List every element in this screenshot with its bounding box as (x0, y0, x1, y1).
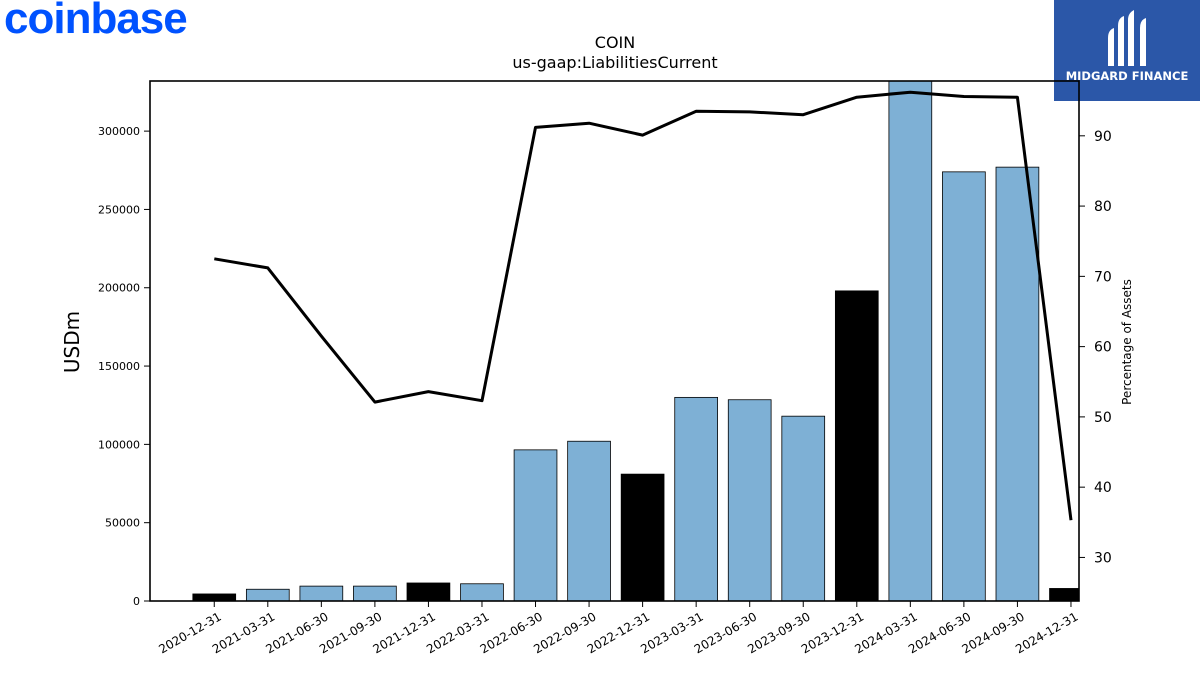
coinbase-logo: coinbase (4, 0, 188, 44)
x-tick-label: 2021-03-31 (210, 609, 277, 656)
bar (727, 399, 772, 601)
x-tick-label: 2023-12-31 (799, 609, 866, 656)
x-tick-label: 2022-03-31 (424, 609, 491, 656)
y-tick-label: 150000 (98, 360, 140, 373)
bar (942, 171, 986, 601)
bar (781, 415, 826, 601)
y-tick-label: 50000 (105, 517, 140, 530)
bar (995, 166, 1040, 601)
y-tick-label: 100000 (98, 438, 140, 451)
y-tick-label: 0 (133, 595, 140, 608)
bar (192, 593, 237, 601)
x-tick-label: 2023-03-31 (638, 609, 705, 656)
x-tick-label: 2024-06-30 (906, 609, 973, 656)
bar (1049, 588, 1079, 601)
bar (834, 290, 879, 601)
x-tick-label: 2022-09-30 (531, 609, 598, 656)
x-tick-label: 2022-06-30 (478, 609, 545, 656)
midgard-emblem-icon (1108, 10, 1146, 66)
bar (299, 585, 344, 601)
bar (353, 585, 397, 601)
y2-tick-label: 80 (1094, 199, 1112, 215)
bar (620, 473, 665, 601)
chart-subtitle: us-gaap:LiabilitiesCurrent (512, 53, 717, 72)
plot-frame (149, 80, 1080, 602)
bar (674, 396, 718, 601)
y-tick-label: 200000 (98, 282, 140, 295)
percentage-line (214, 90, 1073, 521)
bar (406, 582, 451, 601)
x-tick-label: 2024-03-31 (852, 609, 919, 656)
bar (245, 588, 290, 601)
x-tick-label: 2021-12-31 (370, 609, 437, 656)
x-tick-label: 2021-06-30 (263, 609, 330, 656)
y2-tick-label: 90 (1094, 129, 1112, 145)
y2-tick-label: 60 (1094, 340, 1112, 356)
x-tick-label: 2023-06-30 (692, 609, 759, 656)
x-tick-label: 2022-12-31 (585, 609, 652, 656)
bar (888, 81, 933, 601)
coinbase-logo-text: coinbase (4, 0, 188, 43)
y2-tick-label: 30 (1094, 550, 1112, 566)
y2-tick-label: 40 (1094, 480, 1112, 496)
bar (567, 440, 611, 601)
midgard-finance-logo: MIDGARD FINANCE (1054, 0, 1200, 101)
x-tick-label: 2024-12-31 (1013, 609, 1080, 656)
x-tick-label: 2024-09-30 (959, 609, 1026, 656)
x-tick-label: 2021-09-30 (317, 609, 384, 656)
midgard-finance-logo-text: MIDGARD FINANCE (1065, 69, 1189, 83)
y-tick-label: 250000 (98, 203, 140, 216)
y2-tick-label: 70 (1094, 269, 1112, 285)
bar (460, 583, 504, 601)
x-tick-label: 2020-12-31 (156, 609, 223, 656)
y-axis-label: USDm (60, 311, 84, 373)
chart-title: COIN (595, 33, 635, 52)
bar (513, 449, 558, 601)
x-tick-label: 2023-09-30 (745, 609, 812, 656)
y2-axis-label: Percentage of Assets (1120, 279, 1134, 405)
y-tick-label: 300000 (98, 125, 140, 138)
y2-tick-label: 50 (1094, 410, 1112, 426)
